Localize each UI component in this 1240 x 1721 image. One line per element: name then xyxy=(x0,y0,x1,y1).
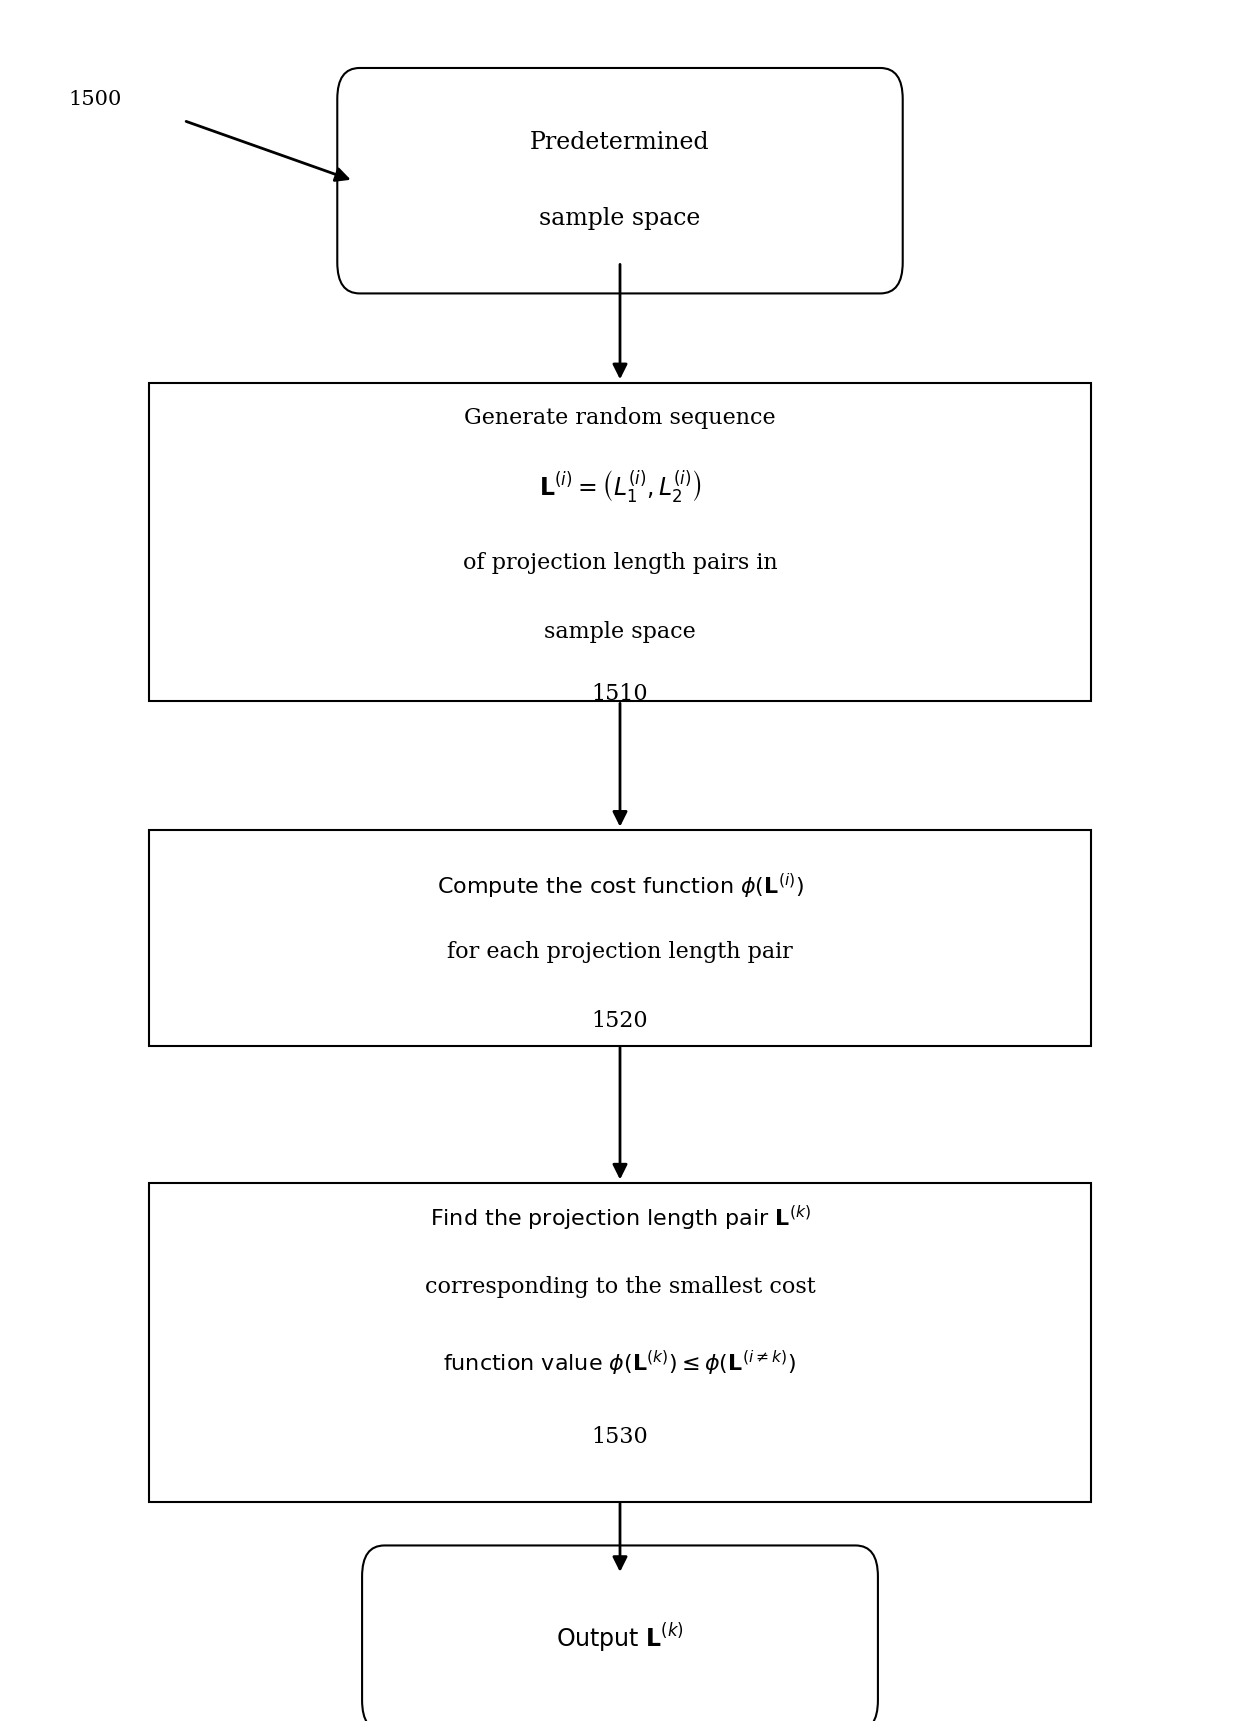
Text: 1530: 1530 xyxy=(591,1427,649,1447)
Text: Output $\mathbf{L}^{(k)}$: Output $\mathbf{L}^{(k)}$ xyxy=(556,1621,684,1656)
Text: $\mathbf{L}^{(i)}=\left(L_1^{(i)},L_2^{(i)}\right)$: $\mathbf{L}^{(i)}=\left(L_1^{(i)},L_2^{(… xyxy=(538,468,702,506)
Text: corresponding to the smallest cost: corresponding to the smallest cost xyxy=(424,1277,816,1298)
FancyBboxPatch shape xyxy=(337,67,903,293)
Text: sample space: sample space xyxy=(539,207,701,231)
Bar xyxy=(149,830,1091,1045)
Text: Predetermined: Predetermined xyxy=(531,131,709,155)
Text: 1500: 1500 xyxy=(68,89,122,110)
Text: Compute the cost function $\phi(\mathbf{L}^{(i)})$: Compute the cost function $\phi(\mathbf{… xyxy=(436,873,804,900)
Text: Find the projection length pair $\mathbf{L}^{(k)}$: Find the projection length pair $\mathbf… xyxy=(429,1205,811,1232)
Text: 1510: 1510 xyxy=(591,683,649,704)
FancyBboxPatch shape xyxy=(362,1545,878,1721)
Text: 1520: 1520 xyxy=(591,1010,649,1031)
Text: Generate random sequence: Generate random sequence xyxy=(464,408,776,429)
Bar xyxy=(149,1184,1091,1501)
Text: of projection length pairs in: of projection length pairs in xyxy=(463,552,777,573)
Text: function value $\phi(\mathbf{L}^{(k)})\leq\phi(\mathbf{L}^{(i\neq k)})$: function value $\phi(\mathbf{L}^{(k)})\l… xyxy=(444,1349,796,1377)
Text: for each projection length pair: for each projection length pair xyxy=(448,941,792,962)
Text: sample space: sample space xyxy=(544,621,696,642)
Bar xyxy=(149,382,1091,702)
